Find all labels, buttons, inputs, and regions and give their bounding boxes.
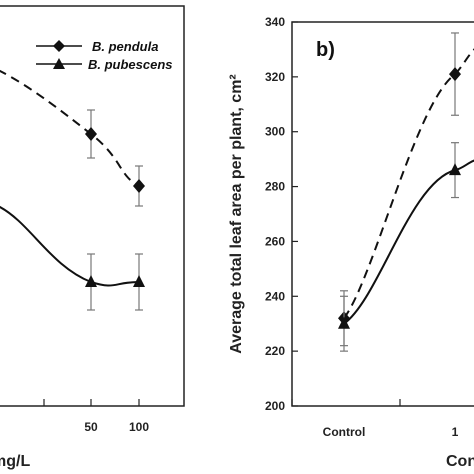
legend: B. pendula B. pubescens [36,39,173,72]
panel-a-series-line-1 [0,206,140,287]
panel-a-x-tick-label: 100 [129,420,149,434]
panel-b-y-tick-label: 320 [265,70,285,84]
panel-b-y-tick-label: 220 [265,344,285,358]
panel-b-y-tick-label: 300 [265,125,285,139]
legend-diamond-icon [53,40,65,52]
panel-b-y-tick-label: 260 [265,234,285,248]
panel-b-y-tick-label: 240 [265,289,285,303]
panel-b-series-line-1 [343,159,474,325]
panel-b-point-diamond [449,67,461,82]
panel-b-point-triangle [449,163,461,176]
panel-a-point-triangle [133,275,145,287]
legend-triangle-icon [53,58,65,69]
legend-label-pendula: B. pendula [92,39,158,54]
panel-b-y-tick-label: 280 [265,180,285,194]
panel-b-frame [291,21,474,407]
panel-a-series-line-0 [0,69,140,187]
panel-b-ylabel: Average total leaf area per plant, cm² [228,74,245,354]
panel-a-xlabel: mg/L [0,453,30,470]
panel-b-x-tick-label: 1 [452,425,459,439]
panel-b-label: b) [316,39,335,61]
panel-b-y-tick-label: 340 [265,15,285,29]
legend-label-pubescens: B. pubescens [88,57,173,72]
panel-a-x-tick-label: 50 [84,420,98,434]
panel-a-point-diamond [85,127,97,141]
panel-b-point-triangle [338,316,350,329]
panel-a: 50 100 [0,69,149,434]
panel-b-x-tick-label: Control [323,425,366,439]
panel-a-point-triangle [85,275,97,287]
panel-a-point-diamond [133,179,145,193]
panel-b-y-tick-label: 200 [265,399,285,413]
panel-b-xlabel: Con [446,453,474,470]
panel-b-series-line-0 [343,48,474,319]
panel-b: 200 220 240 260 280 300 320 340 Control 1 [265,15,474,439]
